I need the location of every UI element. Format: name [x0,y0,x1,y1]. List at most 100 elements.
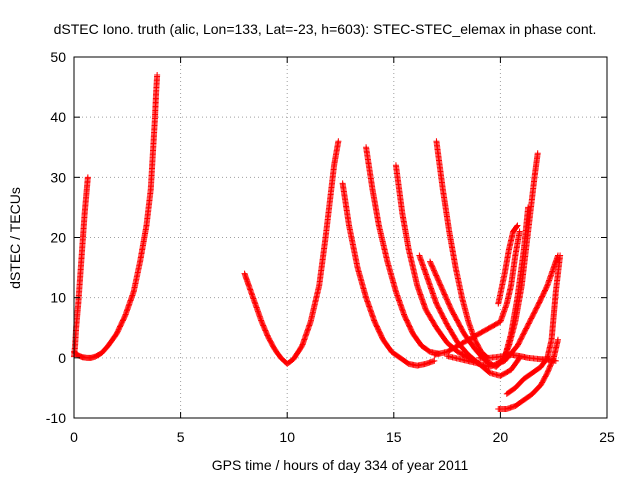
series-9 [431,228,523,358]
data-markers [71,72,564,412]
data-point [428,261,435,268]
data-point [432,269,439,276]
data-point [534,150,541,157]
data-point [262,327,269,334]
data-point [438,283,445,290]
data-point [436,278,443,285]
x-tick-label: 25 [599,429,615,445]
data-point [504,345,511,352]
series-14 [495,222,521,307]
data-point [440,288,447,295]
data-point [427,258,434,265]
data-point [444,299,451,306]
data-point [263,331,270,338]
data-point [258,318,265,325]
series-8 [433,138,491,361]
data-point [259,321,266,328]
series-12 [495,336,561,412]
data-point [442,294,449,301]
series-7 [416,252,523,379]
y-axis-label: dSTEC / TECUs [7,187,23,289]
y-tick-label: 10 [50,290,66,306]
data-point [432,271,439,278]
x-tick-label: 0 [70,429,78,445]
data-point [431,268,438,275]
data-point [430,267,437,274]
data-point [429,263,436,270]
data-point [545,367,552,374]
x-tick-label: 20 [493,429,509,445]
data-point [260,322,267,329]
data-point [554,336,561,343]
data-point [548,359,555,366]
data-point [502,350,509,357]
data-point [335,138,342,145]
data-point [544,369,551,376]
data-point [503,349,510,356]
data-point [261,325,268,332]
data-point [546,364,553,371]
data-point [446,302,453,309]
chart-title: dSTEC Iono. truth (alic, Lon=133, Lat=-2… [54,21,597,37]
y-tick-label: 40 [50,109,66,125]
data-point [444,297,451,304]
data-point [437,281,444,288]
x-axis-label: GPS time / hours of day 334 of year 2011 [212,457,469,473]
data-point [434,275,441,282]
data-point [438,285,445,292]
data-point [433,272,440,279]
data-point [547,362,554,369]
data-point [446,301,453,308]
data-point [439,286,446,293]
data-point [434,276,441,283]
data-point [436,280,443,287]
data-point [154,72,161,79]
series-4 [339,180,438,369]
data-point [441,290,448,297]
y-tick-label: -10 [46,410,66,426]
data-point [439,287,446,294]
series-13 [503,252,564,397]
data-point [442,292,449,299]
data-point [503,347,510,354]
data-point [549,358,556,365]
data-point [443,295,450,302]
data-point [447,304,454,311]
data-point [443,296,450,303]
y-tick-label: 30 [50,169,66,185]
data-point [435,277,442,284]
x-tick-label: 15 [386,429,402,445]
data-point [504,346,511,353]
series-5 [363,144,442,357]
data-point [550,356,557,363]
data-point [431,357,438,364]
data-point [263,330,270,337]
data-point [505,344,512,351]
data-point [437,282,444,289]
y-tick-label: 0 [58,350,66,366]
data-point [441,291,448,298]
data-point [84,174,91,181]
data-point [554,252,561,259]
data-point [513,223,520,230]
data-point [516,228,523,235]
data-point [548,361,555,368]
data-point [545,366,552,373]
data-point [259,319,266,326]
x-tick-label: 10 [279,429,295,445]
data-point [433,273,440,280]
y-tick-label: 50 [50,49,66,65]
x-tick-label: 5 [177,429,185,445]
series-6 [392,162,478,364]
data-point [429,264,436,271]
data-point [546,363,553,370]
data-point [427,259,434,266]
data-point [445,300,452,307]
series-16 [444,252,561,370]
data-point [262,328,269,335]
series-1 [71,72,161,361]
y-tick-label: 20 [50,230,66,246]
series-3 [241,138,342,367]
